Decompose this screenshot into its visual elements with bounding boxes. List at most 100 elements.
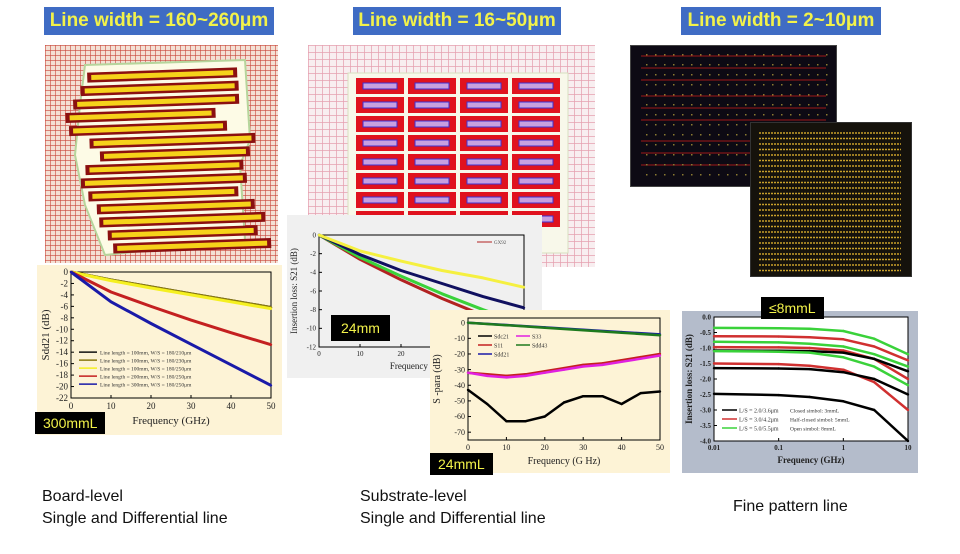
data-point	[872, 377, 876, 381]
fine-via	[799, 104, 801, 106]
data-point	[906, 359, 910, 362]
fine-length-tag: ≤8mmL	[761, 297, 824, 319]
fine-via	[754, 54, 756, 56]
data-point	[777, 367, 780, 370]
board-strip-core	[117, 240, 268, 251]
data-point	[842, 338, 845, 341]
fine-via	[718, 144, 720, 146]
series-line-l-s-3-0-4-2-m-3mml	[713, 334, 909, 362]
data-point	[842, 351, 845, 354]
fine-via	[646, 124, 648, 126]
fine-via	[718, 94, 720, 96]
fine-via	[709, 54, 711, 56]
fine-via	[673, 54, 675, 56]
fine-via	[745, 134, 747, 136]
fine-via	[709, 124, 711, 126]
caption-board-line2: Single and Differential line	[42, 510, 228, 527]
fine-via	[682, 144, 684, 146]
fine-via	[682, 124, 684, 126]
substrate-cell-pattern	[362, 139, 398, 147]
substrate-cell-pattern	[414, 196, 450, 204]
fine-via	[781, 64, 783, 66]
fine-via	[826, 84, 828, 86]
fine-via	[718, 84, 720, 86]
fine-via	[799, 94, 801, 96]
fine-via	[772, 64, 774, 66]
legend-label: S33	[532, 335, 541, 341]
data-point	[358, 249, 362, 253]
fine-via	[781, 54, 783, 56]
data-point	[189, 342, 193, 346]
fine-via	[772, 84, 774, 86]
data-point	[543, 415, 546, 418]
data-point	[808, 327, 811, 330]
caption-substrate-line2: Single and Differential line	[360, 510, 546, 527]
data-point	[620, 402, 623, 406]
x-tick-label: 30	[187, 401, 197, 411]
legend-label: Sdc21	[494, 335, 509, 341]
y-tick-label: -4.0	[700, 437, 712, 445]
plot-frame	[70, 271, 272, 399]
substrate-cell-pattern	[362, 120, 398, 128]
fine-via	[736, 164, 738, 166]
fine-via	[745, 154, 747, 156]
data-point	[466, 321, 470, 324]
fine-via	[673, 94, 675, 96]
fine-via	[772, 94, 774, 96]
fine-via	[664, 84, 666, 86]
fine-pattern-chart: 0.01 0.1 1 10 0.0 -0.5 -1.0 -1.5 -2.0 -2.5 -3.0 -3.…	[682, 311, 918, 473]
fine-via	[700, 174, 702, 176]
y-tick-label: -20	[56, 382, 68, 392]
fine-via	[718, 74, 720, 76]
data-point	[358, 253, 362, 256]
fine-via	[673, 134, 675, 136]
data-point	[522, 286, 526, 289]
fine-via	[727, 134, 729, 136]
data-point	[524, 374, 527, 378]
data-point	[69, 270, 73, 274]
fine-via	[700, 54, 702, 56]
data-point	[906, 393, 910, 396]
fine-via	[727, 144, 729, 146]
series-line-sdd43	[467, 321, 661, 337]
fine-via	[691, 84, 693, 86]
fine-via	[736, 154, 738, 156]
fine-via	[655, 74, 657, 76]
fine-via	[817, 54, 819, 56]
data-point	[777, 346, 780, 349]
fine-via	[646, 74, 648, 76]
data-point	[562, 368, 566, 371]
fine-via	[646, 164, 648, 166]
data-point	[777, 393, 780, 397]
fine-via	[673, 114, 675, 116]
fine-via	[718, 164, 720, 166]
series-line-sdc21	[467, 388, 661, 423]
fine-via	[700, 144, 702, 146]
data-point	[712, 362, 716, 365]
y-tick-label: 0	[64, 267, 69, 277]
legend-label: L/S = 3.0/4.2μm	[739, 418, 779, 424]
data-point	[149, 322, 153, 325]
fine-via	[817, 114, 819, 116]
fine-via	[673, 104, 675, 106]
board-level-layout-image	[45, 45, 278, 263]
board-strip-core	[84, 175, 243, 186]
fine-via	[736, 174, 738, 176]
y-tick-label: -70	[454, 428, 465, 437]
series-line-l-s-5-0-5-5-m-8mml	[713, 349, 909, 387]
data-point	[872, 380, 876, 384]
data-point	[440, 269, 444, 272]
board-strip-core	[77, 96, 236, 107]
series-line-line-length-100mm-w-s-180-250-m	[70, 270, 272, 311]
fine-via	[826, 114, 828, 116]
fine-via	[772, 114, 774, 116]
fine-via	[691, 74, 693, 76]
y-tick-label: -40	[454, 381, 465, 390]
fine-via	[664, 54, 666, 56]
fine-via	[655, 154, 657, 156]
fine-via	[709, 154, 711, 156]
fine-via	[826, 104, 828, 106]
fine-via	[664, 94, 666, 96]
fine-via	[655, 144, 657, 146]
y-tick-label: -4	[61, 290, 69, 300]
